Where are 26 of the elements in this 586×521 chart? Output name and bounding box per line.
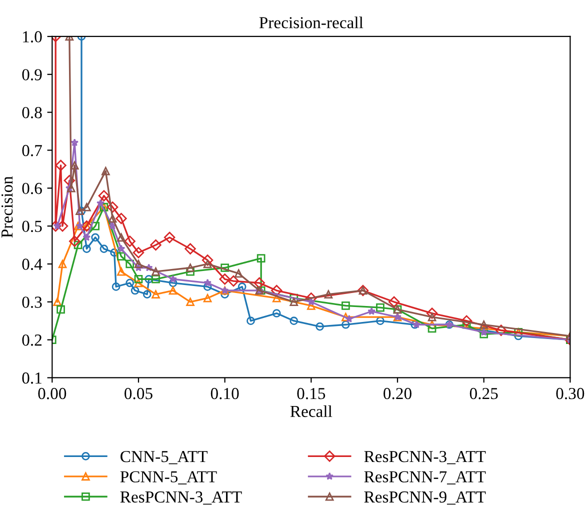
x-tick-label: 0.15 xyxy=(297,388,326,400)
y-tick-label: 0.1 xyxy=(22,372,42,384)
chart-title: Precision-recall xyxy=(259,16,364,28)
x-tick-label: 0.25 xyxy=(470,388,498,400)
legend-label: ResPCNN-7_ATT xyxy=(364,471,486,484)
y-tick-label: 0.5 xyxy=(22,220,42,232)
legend-label: ResPCNN-3_ATT xyxy=(364,450,486,464)
y-tick-label: 0.8 xyxy=(22,107,42,118)
y-tick-label: 0.2 xyxy=(22,334,42,346)
y-tick-label: 0.3 xyxy=(22,296,42,308)
x-tick-label: 0.30 xyxy=(556,388,584,400)
y-tick-label: 0.9 xyxy=(22,69,42,80)
x-tick-label: 0.20 xyxy=(384,388,412,400)
legend-label: PCNN-5_ATT xyxy=(120,471,217,484)
x-tick-label: 0.10 xyxy=(210,388,239,400)
legend-label: CNN-5_ATT xyxy=(120,450,208,464)
y-tick-label: 0.6 xyxy=(22,182,42,194)
y-tick-label: 1.0 xyxy=(23,31,42,42)
x-axis-title: Recall xyxy=(290,405,332,418)
x-tick-label: 0.00 xyxy=(38,388,66,400)
x-tick-label: 0.05 xyxy=(124,388,152,400)
y-tick-label: 0.7 xyxy=(22,144,42,156)
y-tick-label: 0.4 xyxy=(22,258,42,270)
legend-label: ResPCNN-9_ATT xyxy=(364,491,486,505)
legend-label: ResPCNN-3_ATT xyxy=(120,491,242,505)
y-axis-title: Precision xyxy=(1,176,13,238)
